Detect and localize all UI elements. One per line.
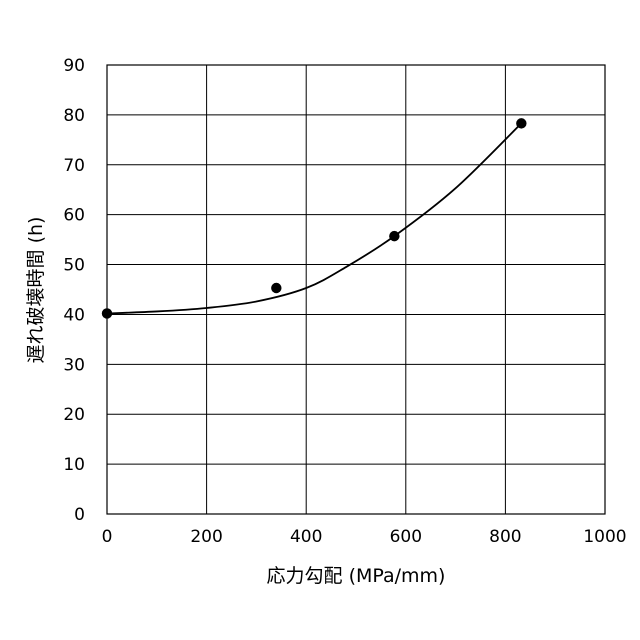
- y-tick-label: 60: [63, 206, 85, 226]
- x-tick-label: 800: [489, 527, 521, 547]
- data-point: [271, 283, 281, 293]
- fit-curve: [107, 123, 521, 313]
- tick-labels: 0 10 20 30 40 50 60 70 80 90 0 200 400 600 800 1000: [63, 56, 626, 547]
- data-point: [389, 231, 399, 241]
- y-tick-label: 70: [63, 156, 85, 176]
- y-tick-label: 50: [63, 256, 85, 276]
- plot-frame: [107, 65, 605, 514]
- y-tick-label: 10: [63, 455, 85, 475]
- data-point: [102, 308, 112, 318]
- x-tick-label: 1000: [583, 527, 626, 547]
- y-axis-title: 遅れ破壊時間 (h): [25, 217, 47, 364]
- x-tick-label: 600: [390, 527, 422, 547]
- y-tick-label: 80: [63, 106, 85, 126]
- y-tick-label: 0: [74, 505, 85, 525]
- x-tick-label: 200: [190, 527, 222, 547]
- grid: [107, 65, 605, 514]
- x-tick-label: 0: [102, 527, 113, 547]
- x-tick-label: 400: [290, 527, 322, 547]
- y-tick-label: 20: [63, 405, 85, 425]
- x-axis-title: 応力勾配 (MPa/mm): [267, 565, 446, 587]
- y-tick-label: 40: [63, 305, 85, 325]
- data-points: [102, 118, 527, 318]
- fit-curve-layer: [107, 123, 521, 313]
- data-point: [516, 118, 526, 128]
- y-tick-label: 90: [63, 56, 85, 76]
- y-tick-label: 30: [63, 355, 85, 375]
